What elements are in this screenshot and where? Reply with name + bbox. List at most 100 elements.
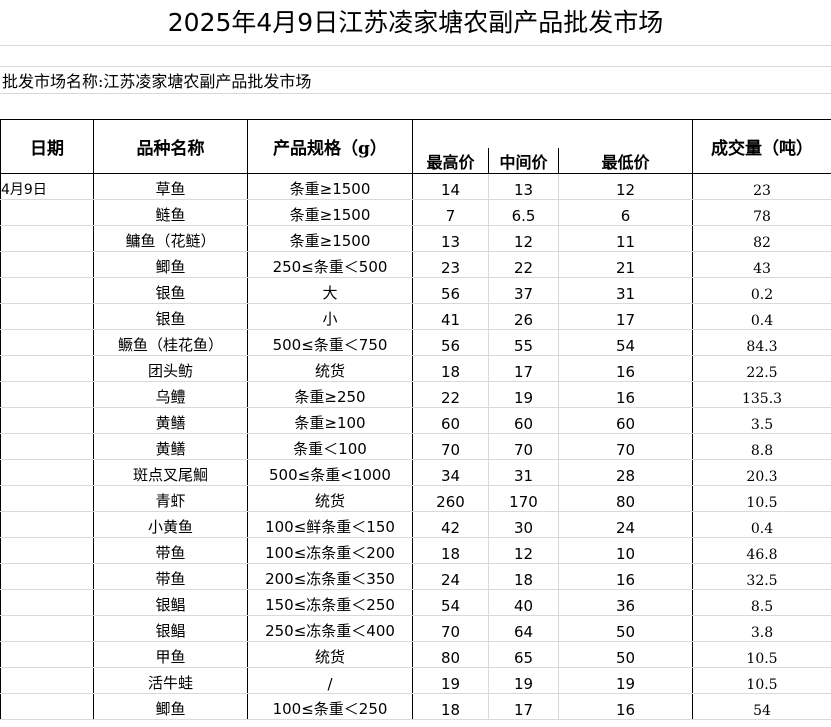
cell-low: 21 [558, 251, 694, 278]
table-row: 团头鲂 统货 18 17 16 22.5 [0, 355, 831, 382]
cell-name: 鳙鱼（花鲢） [93, 225, 248, 252]
cell-low: 54 [558, 329, 694, 356]
cell-volume: 22.5 [692, 355, 831, 382]
cell-low: 70 [558, 433, 694, 460]
table-row: 斑点叉尾鮰 500≤条重<1000 34 31 28 20.3 [0, 459, 831, 486]
cell-mid: 12 [488, 225, 559, 252]
cell-spec: 250≤条重＜500 [247, 251, 413, 278]
cell-spec: 500≤条重<1000 [247, 459, 413, 486]
table-row: 青虾 统货 260 170 80 10.5 [0, 485, 831, 512]
header-name: 品种名称 [93, 119, 248, 174]
cell-date [0, 641, 94, 668]
cell-date [0, 199, 94, 226]
cell-date [0, 303, 94, 330]
cell-volume: 0.4 [692, 511, 831, 538]
table-row: 黄鳝 条重＜100 70 70 70 8.8 [0, 433, 831, 460]
cell-spec: 小 [247, 303, 413, 330]
cell-mid: 65 [488, 641, 559, 668]
cell-high: 22 [412, 381, 489, 408]
cell-name: 黄鳝 [93, 433, 248, 460]
cell-high: 260 [412, 485, 489, 512]
cell-spec: 条重＜100 [247, 433, 413, 460]
price-table: 日期 品种名称 产品规格（g） 成交量（吨） 最高价 中间价 最低价 4月9日草… [0, 118, 831, 720]
cell-high: 23 [412, 251, 489, 278]
cell-spec: 500≤条重＜750 [247, 329, 413, 356]
cell-volume: 3.8 [692, 615, 831, 642]
header-high: 最高价 [412, 147, 489, 174]
cell-spec: 条重≥100 [247, 407, 413, 434]
table-row: 银鱼小 41 26 17 0.4 [0, 303, 831, 330]
cell-low: 28 [558, 459, 694, 486]
header-price-group [411, 118, 694, 148]
cell-high: 19 [412, 667, 489, 694]
cell-spec: 统货 [247, 485, 413, 512]
cell-spec: 大 [247, 277, 413, 304]
cell-spec: 250≤冻条重＜400 [247, 615, 413, 642]
cell-name: 团头鲂 [93, 355, 248, 382]
cell-name: 银鲳 [93, 589, 248, 616]
cell-low: 16 [558, 381, 694, 408]
cell-spec: 100≤冻条重＜200 [247, 537, 413, 564]
cell-low: 16 [558, 355, 694, 382]
cell-date [0, 615, 94, 642]
cell-high: 24 [412, 563, 489, 590]
cell-volume: 78 [692, 199, 831, 226]
cell-low: 11 [558, 225, 694, 252]
cell-high: 18 [412, 693, 489, 720]
cell-spec: 200≤冻条重＜350 [247, 563, 413, 590]
cell-low: 50 [558, 641, 694, 668]
table-row: 鲫鱼 100≤条重＜250 18 17 16 54 [0, 693, 831, 720]
cell-spec: 条重≥1500 [247, 225, 413, 252]
cell-low: 10 [558, 537, 694, 564]
cell-name: 带鱼 [93, 537, 248, 564]
header-spec: 产品规格（g） [247, 119, 413, 174]
cell-high: 34 [412, 459, 489, 486]
cell-mid: 26 [488, 303, 559, 330]
cell-name: 带鱼 [93, 563, 248, 590]
cell-volume: 84.3 [692, 329, 831, 356]
cell-date [0, 693, 94, 720]
cell-high: 14 [412, 173, 489, 200]
cell-mid: 31 [488, 459, 559, 486]
grid-line [0, 66, 831, 67]
header-volume: 成交量（吨） [692, 119, 831, 174]
cell-volume: 8.8 [692, 433, 831, 460]
table-row: 鲢鱼 条重≥1500 7 6.5 6 78 [0, 199, 831, 226]
cell-date [0, 459, 94, 486]
cell-date [0, 511, 94, 538]
cell-high: 7 [412, 199, 489, 226]
table-row: 活牛蛙/19 19 19 10.5 [0, 667, 831, 694]
header-date: 日期 [0, 119, 94, 174]
cell-volume: 0.2 [692, 277, 831, 304]
cell-date [0, 589, 94, 616]
cell-mid: 19 [488, 381, 559, 408]
cell-mid: 12 [488, 537, 559, 564]
cell-high: 41 [412, 303, 489, 330]
cell-name: 黄鳝 [93, 407, 248, 434]
table-row: 黄鳝 条重≥100 60 60 60 3.5 [0, 407, 831, 434]
cell-date [0, 225, 94, 252]
cell-spec: 统货 [247, 641, 413, 668]
cell-volume: 10.5 [692, 641, 831, 668]
cell-volume: 3.5 [692, 407, 831, 434]
cell-mid: 170 [488, 485, 559, 512]
cell-volume: 135.3 [692, 381, 831, 408]
cell-low: 80 [558, 485, 694, 512]
cell-volume: 82 [692, 225, 831, 252]
grid-line [0, 93, 831, 94]
cell-high: 70 [412, 615, 489, 642]
table-row: 小黄鱼 100≤鲜条重＜150 42 30 24 0.4 [0, 511, 831, 538]
cell-mid: 60 [488, 407, 559, 434]
cell-high: 60 [412, 407, 489, 434]
table-row: 鲫鱼 250≤条重＜500 23 22 21 43 [0, 251, 831, 278]
cell-name: 鲫鱼 [93, 251, 248, 278]
cell-volume: 54 [692, 693, 831, 720]
cell-spec: 100≤条重＜250 [247, 693, 413, 720]
cell-date [0, 277, 94, 304]
table-row: 银鱼大 56 37 31 0.2 [0, 277, 831, 304]
cell-volume: 46.8 [692, 537, 831, 564]
cell-date [0, 329, 94, 356]
table-row: 鳜鱼（桂花鱼） 500≤条重＜750 56 55 54 84.3 [0, 329, 831, 356]
cell-mid: 19 [488, 667, 559, 694]
cell-spec: 条重≥1500 [247, 173, 413, 200]
